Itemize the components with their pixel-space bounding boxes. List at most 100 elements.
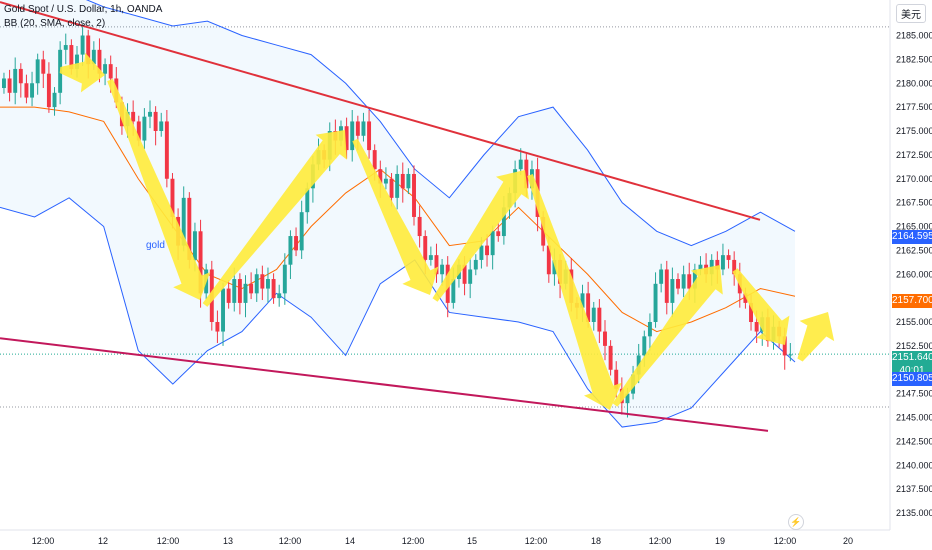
x-tick-label: 12: [98, 536, 108, 546]
trend-arrow: [432, 170, 529, 302]
candle-body: [647, 322, 652, 337]
candle-body: [726, 255, 731, 260]
candle-body: [277, 293, 282, 299]
candle-body: [782, 336, 787, 356]
last-price-tag: 2151.640: [892, 351, 932, 365]
candle-body: [423, 236, 428, 260]
candle-body: [136, 121, 141, 141]
candle-body: [243, 283, 248, 303]
candle-body: [232, 279, 237, 303]
y-tick-label: 2155.000: [896, 317, 932, 327]
candle-body: [434, 255, 439, 275]
x-tick-label: 19: [715, 536, 725, 546]
candle-body: [2, 78, 6, 89]
channel-upper-line: [0, 1, 761, 221]
y-tick-label: 2170.000: [896, 174, 932, 184]
candle-body: [625, 393, 630, 404]
y-tick-label: 2182.500: [896, 54, 932, 64]
candle-body: [215, 322, 220, 332]
y-tick-label: 2140.000: [896, 460, 932, 470]
trend-arrow: [59, 52, 105, 93]
candle-body: [108, 64, 113, 79]
x-tick-label: 12:00: [157, 536, 180, 546]
candle-body: [428, 255, 433, 260]
y-tick-label: 2165.000: [896, 222, 932, 232]
candle-body: [664, 269, 669, 303]
candle-body: [496, 231, 501, 237]
candle-body: [63, 45, 68, 50]
candle-body: [46, 73, 51, 108]
candle-body: [406, 173, 411, 189]
candle-body: [24, 83, 29, 98]
candle-body: [361, 121, 366, 136]
candle-body: [389, 178, 394, 198]
candle-body: [260, 274, 265, 289]
x-tick-label: 18: [591, 536, 601, 546]
candle-body: [687, 274, 692, 289]
candle-body: [13, 68, 18, 93]
candle-body: [254, 274, 259, 294]
gold-annotation: gold: [146, 240, 165, 251]
candle-body: [97, 49, 102, 74]
y-tick-label: 2142.500: [896, 436, 932, 446]
trend-arrow: [527, 174, 622, 410]
x-tick-label: 12:00: [402, 536, 425, 546]
trend-arrow: [732, 268, 790, 345]
trend-arrow: [612, 265, 723, 407]
trend-arrow: [352, 138, 439, 295]
candle-body: [676, 279, 680, 289]
candle-body: [131, 111, 136, 122]
candle-body: [608, 345, 613, 370]
y-tick-label: 2175.000: [896, 126, 932, 136]
candle-body: [412, 173, 416, 217]
bb-lower-tag: 2150.805: [892, 372, 932, 386]
candle-body: [294, 236, 299, 251]
candle-body: [681, 274, 686, 289]
candle-body: [749, 302, 753, 322]
y-tick-label: 2160.000: [896, 269, 932, 279]
candle-body: [541, 216, 546, 246]
candle-body: [378, 169, 383, 184]
candle-body: [524, 159, 529, 189]
candle-body: [754, 322, 759, 332]
candle-body: [159, 121, 164, 131]
candle-body: [659, 269, 664, 284]
currency-button[interactable]: 美元: [896, 4, 926, 23]
bb-lower-line: [0, 197, 796, 428]
y-tick-label: 2172.500: [896, 150, 932, 160]
x-tick-label: 12:00: [525, 536, 548, 546]
candle-body: [142, 116, 147, 141]
candle-body: [35, 59, 40, 84]
candle-body: [305, 188, 310, 213]
candle-body: [597, 307, 602, 332]
y-tick-label: 2137.500: [896, 484, 932, 494]
lightning-icon[interactable]: ⚡: [788, 514, 804, 530]
candle-body: [603, 331, 607, 346]
indicator-label[interactable]: BB (20, SMA, close, 2): [4, 18, 106, 29]
symbol-title: Gold Spot / U.S. Dollar, 1h, OANDA: [4, 4, 163, 15]
candle-body: [653, 283, 658, 322]
candle-body: [788, 354, 793, 356]
candle-body: [52, 92, 57, 108]
candle-body: [485, 245, 489, 256]
candle-body: [479, 245, 484, 260]
candle-body: [164, 121, 169, 179]
candle-body: [586, 293, 591, 322]
candle-body: [383, 178, 388, 184]
candle-body: [226, 288, 231, 303]
y-tick-label: 2152.500: [896, 341, 932, 351]
x-tick-label: 12:00: [32, 536, 55, 546]
candle-body: [350, 121, 355, 151]
candle-body: [546, 245, 551, 275]
candle-body: [344, 126, 349, 151]
candle-body: [372, 150, 377, 170]
candle-body: [266, 279, 270, 289]
candle-body: [198, 231, 203, 294]
x-tick-label: 12:00: [774, 536, 797, 546]
candle-body: [670, 279, 675, 303]
x-tick-label: 20: [843, 536, 853, 546]
candle-body: [91, 49, 96, 65]
candle-body: [501, 207, 506, 237]
candle-body: [187, 197, 192, 260]
